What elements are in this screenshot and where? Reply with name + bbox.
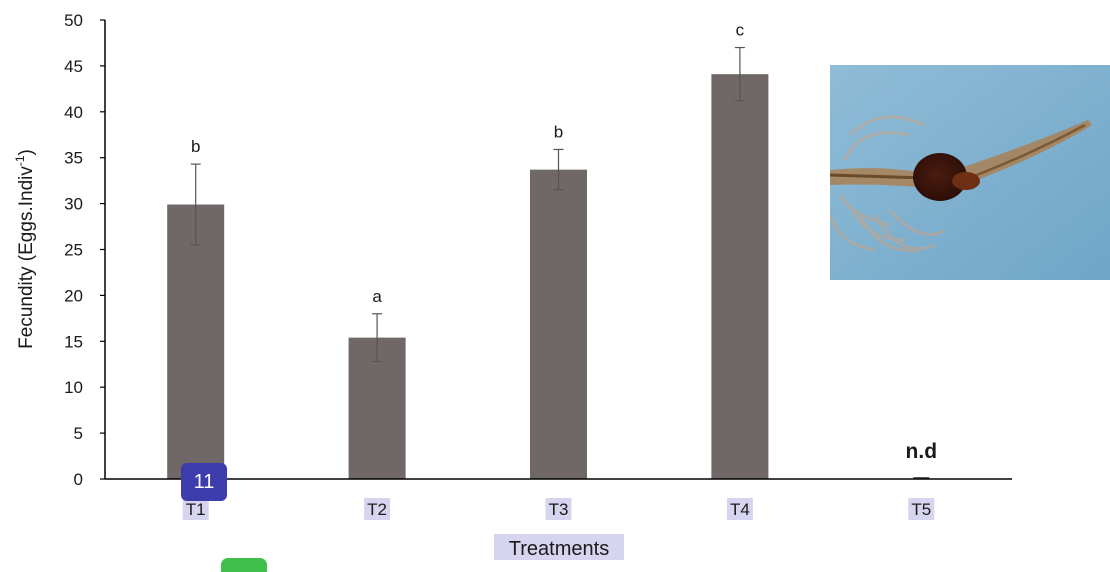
y-tick-label: 0 bbox=[74, 470, 83, 489]
bar-t3 bbox=[530, 169, 587, 479]
brine-shrimp-photo bbox=[830, 65, 1110, 280]
bar-t1 bbox=[167, 204, 225, 479]
error-bar-t3 bbox=[553, 148, 564, 191]
x-label-highlights bbox=[182, 498, 935, 560]
significance-label-t2: a bbox=[372, 287, 382, 306]
x-label-highlight bbox=[545, 498, 572, 520]
x-label-highlight bbox=[908, 498, 935, 520]
x-tick-labels: T1 T2 T3 T4 T5 bbox=[186, 500, 931, 519]
y-tick-labels: 0 5 10 15 20 25 30 35 40 45 50 bbox=[64, 11, 105, 489]
y-tick-label: 35 bbox=[64, 149, 83, 168]
y-tick-label: 30 bbox=[64, 195, 83, 214]
x-tick-label-t5: T5 bbox=[911, 500, 931, 519]
error-bars bbox=[190, 46, 745, 363]
y-tick-label: 5 bbox=[74, 424, 83, 443]
significance-labels: b a b c n.d bbox=[191, 21, 937, 463]
x-tick-label-t2: T2 bbox=[367, 500, 387, 519]
green-tab-indicator[interactable] bbox=[221, 558, 267, 572]
bar-t4 bbox=[711, 74, 769, 480]
significance-label-t3: b bbox=[554, 122, 563, 141]
error-bar-t4 bbox=[734, 46, 745, 102]
error-bar-t1 bbox=[190, 163, 201, 246]
y-tick-label: 15 bbox=[64, 332, 83, 351]
y-axis-title-superscript: -1 bbox=[13, 155, 27, 166]
y-tick-label: 45 bbox=[64, 57, 83, 76]
x-title-highlight bbox=[494, 534, 624, 560]
x-tick-label-t4: T4 bbox=[730, 500, 750, 519]
y-tick-label: 10 bbox=[64, 378, 83, 397]
x-tick-label-t3: T3 bbox=[549, 500, 569, 519]
error-bar-t2 bbox=[372, 313, 383, 363]
significance-label-t4: c bbox=[736, 21, 745, 40]
step-marker-badge[interactable]: 11 bbox=[181, 463, 227, 501]
significance-label-t1: b bbox=[191, 137, 200, 156]
y-axis-title: Fecundity (Eggs.Indiv-1) bbox=[13, 149, 37, 349]
y-tick-label: 50 bbox=[64, 11, 83, 30]
y-axis-title-close: ) bbox=[16, 149, 37, 155]
y-tick-label: 20 bbox=[64, 286, 83, 305]
x-label-highlight bbox=[182, 498, 209, 520]
x-axis-title: Treatments bbox=[509, 538, 609, 560]
y-tick-label: 40 bbox=[64, 103, 83, 122]
y-tick-label: 25 bbox=[64, 241, 83, 260]
y-axis-title-main: Fecundity (Eggs.Indiv bbox=[16, 166, 37, 349]
x-label-highlight bbox=[364, 498, 391, 520]
significance-label-t5: n.d bbox=[906, 440, 938, 463]
bars bbox=[167, 74, 930, 480]
x-label-highlight bbox=[726, 498, 753, 520]
x-tick-label-t1: T1 bbox=[186, 500, 206, 519]
